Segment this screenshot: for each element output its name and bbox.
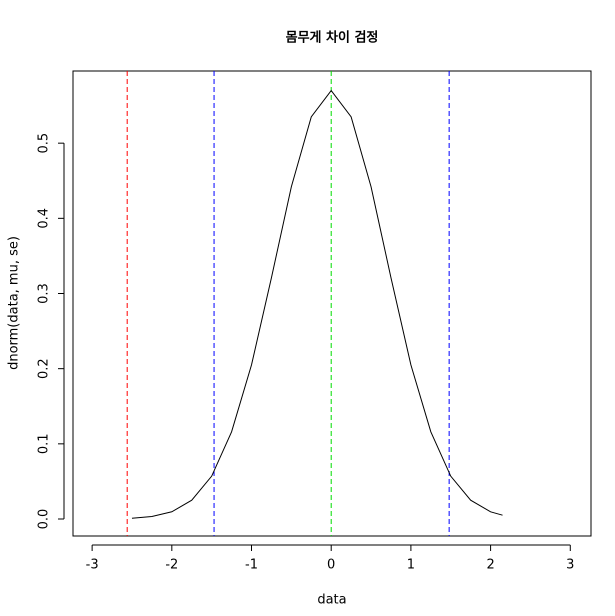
y-tick-label: 0.0 bbox=[37, 509, 52, 530]
y-axis-label: dnorm(data, mu, se) bbox=[7, 236, 22, 370]
curve bbox=[131, 89, 503, 519]
x-axis-label: data bbox=[317, 593, 346, 608]
x-tick-label: -1 bbox=[245, 558, 258, 573]
plot-frame bbox=[72, 70, 592, 537]
y-tick-label: 0.5 bbox=[37, 133, 52, 154]
x-tick-label: -3 bbox=[86, 558, 99, 573]
x-tick-label: -2 bbox=[165, 558, 178, 573]
x-tick-label: 2 bbox=[486, 558, 494, 573]
y-tick-label: 0.3 bbox=[37, 283, 52, 304]
x-tick-label: 3 bbox=[566, 558, 574, 573]
y-tick-label: 0.4 bbox=[37, 208, 52, 229]
y-tick-label: 0.2 bbox=[37, 358, 52, 379]
y-tick-label: 0.1 bbox=[37, 433, 52, 454]
chart-title: 몸무게 차이 검정 bbox=[286, 30, 379, 46]
x-tick-label: 1 bbox=[407, 558, 415, 573]
x-tick-label: 0 bbox=[327, 558, 335, 573]
